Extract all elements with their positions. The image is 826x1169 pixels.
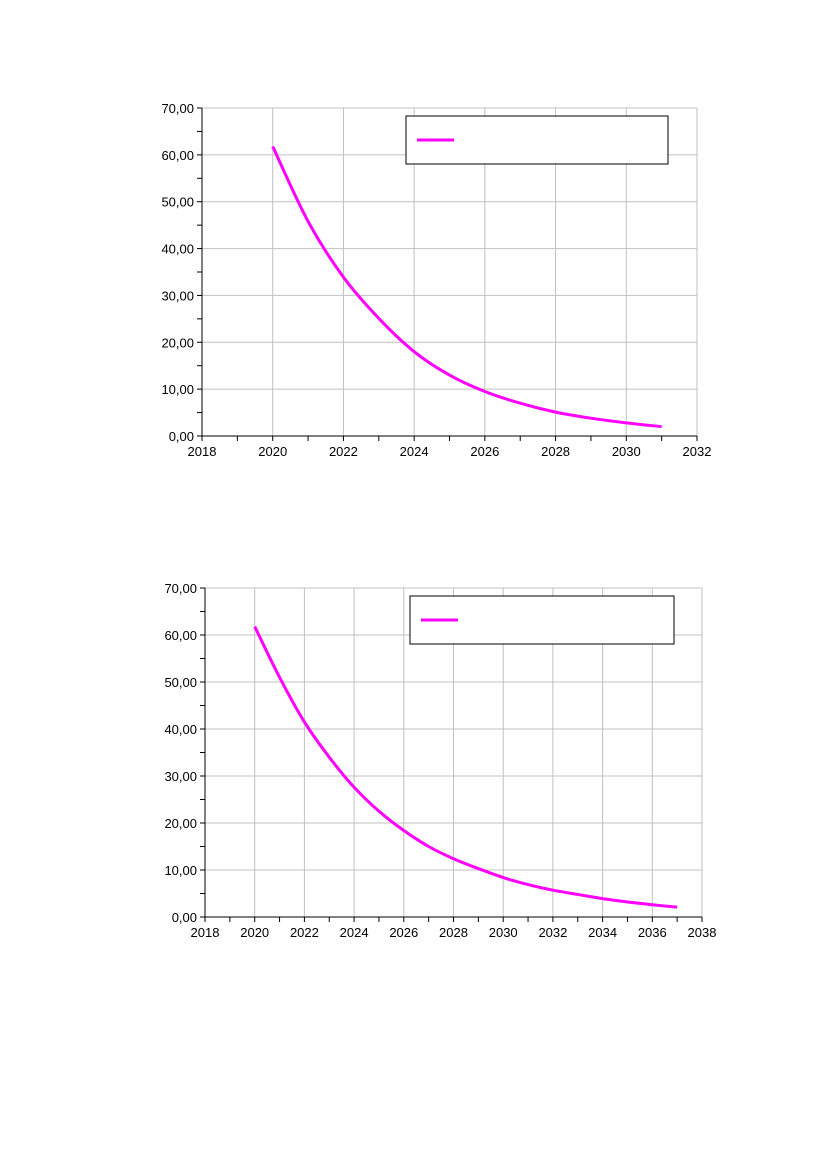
y-tick-label: 40,00 bbox=[161, 242, 194, 257]
y-tick-label: 60,00 bbox=[161, 148, 194, 163]
y-tick-label: 20,00 bbox=[161, 335, 194, 350]
x-tick-label: 2022 bbox=[329, 444, 358, 459]
x-tick-label: 2026 bbox=[470, 444, 499, 459]
grid bbox=[205, 587, 703, 917]
y-tick-label: 50,00 bbox=[164, 675, 197, 690]
x-tick-label: 2018 bbox=[191, 925, 220, 940]
y-tick-label: 50,00 bbox=[161, 195, 194, 210]
x-tick-label: 2026 bbox=[389, 925, 418, 940]
x-tick-label: 2022 bbox=[290, 925, 319, 940]
x-tick-label: 2032 bbox=[538, 925, 567, 940]
y-tick-label: 0,00 bbox=[172, 910, 197, 925]
y-tick-label: 20,00 bbox=[164, 816, 197, 831]
y-tick-label: 40,00 bbox=[164, 722, 197, 737]
x-tick-label: 2030 bbox=[489, 925, 518, 940]
legend bbox=[409, 595, 675, 645]
y-tick-label: 0,00 bbox=[169, 429, 194, 444]
x-tick-label: 2024 bbox=[400, 444, 429, 459]
y-tick-label: 70,00 bbox=[161, 101, 194, 116]
legend bbox=[405, 115, 669, 165]
x-tick-label: 2036 bbox=[638, 925, 667, 940]
y-tick-label: 10,00 bbox=[161, 382, 194, 397]
series-line bbox=[253, 625, 678, 909]
x-tick-label: 2018 bbox=[188, 444, 217, 459]
chart-2: 2018 2020 2022 2024 2026 2028 2030 2032 2034 2036… bbox=[164, 581, 717, 940]
x-tick-label: 2038 bbox=[688, 925, 717, 940]
x-tick-label: 2032 bbox=[683, 444, 712, 459]
x-tick-label: 2020 bbox=[240, 925, 269, 940]
x-tick-label: 2028 bbox=[439, 925, 468, 940]
x-tick-label: 2020 bbox=[258, 444, 287, 459]
series-line bbox=[271, 145, 662, 429]
y-tick-label: 30,00 bbox=[161, 288, 194, 303]
x-tick-label: 2024 bbox=[340, 925, 369, 940]
y-tick-label: 30,00 bbox=[164, 769, 197, 784]
chart-1: 2018 2020 2022 2024 2026 2028 2030 2032 0,00 10,0… bbox=[161, 101, 712, 459]
y-tick-label: 10,00 bbox=[164, 863, 197, 878]
y-tick-label: 60,00 bbox=[164, 628, 197, 643]
x-tick-label: 2030 bbox=[612, 444, 641, 459]
x-tick-label: 2034 bbox=[588, 925, 617, 940]
x-tick-label: 2028 bbox=[541, 444, 570, 459]
y-tick-label: 70,00 bbox=[164, 581, 197, 596]
